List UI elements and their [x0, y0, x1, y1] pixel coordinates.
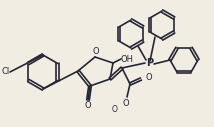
Text: O: O: [146, 74, 153, 83]
Text: Cl: Cl: [2, 67, 10, 76]
Text: OH: OH: [121, 54, 134, 64]
Text: O: O: [112, 106, 118, 115]
Text: P: P: [146, 58, 154, 68]
Text: O: O: [85, 101, 91, 110]
Text: O: O: [93, 47, 99, 57]
Text: O: O: [123, 99, 129, 107]
